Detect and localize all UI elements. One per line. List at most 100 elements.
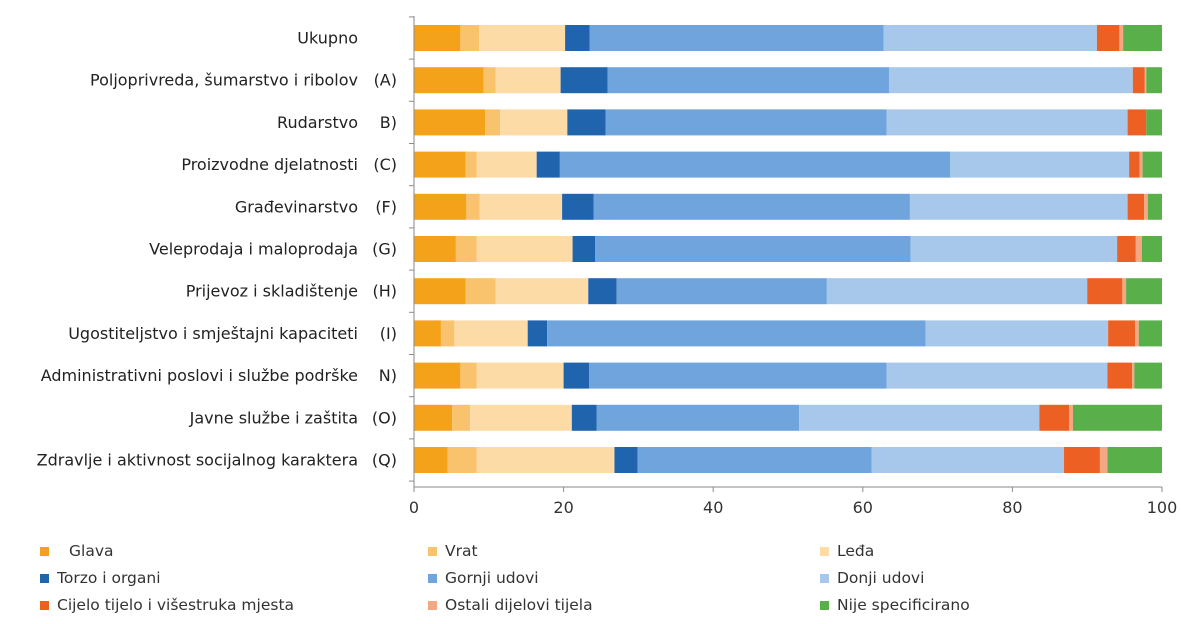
legend-swatch-icon xyxy=(40,573,49,583)
bar-segment-5-row-1 xyxy=(888,67,1133,94)
category-label: Ugostiteljstvo i smještajni kapaciteti xyxy=(68,324,358,343)
legend: Glava Vrat Leđa Torzo i organi Gornji udovi D… xyxy=(0,538,1181,624)
bar-segment-0-row-9 xyxy=(414,404,453,431)
bar-segment-1-row-1 xyxy=(483,67,496,94)
bar-segment-6-row-1 xyxy=(1132,67,1145,94)
bar-segment-6-row-3 xyxy=(1129,151,1140,178)
bar-segment-8-row-4 xyxy=(1147,193,1162,220)
bar-segment-6-row-8 xyxy=(1107,362,1133,389)
category-label: Javne službe i zaštita xyxy=(189,408,358,427)
bar-segment-8-row-6 xyxy=(1126,278,1162,305)
bar-segment-5-row-8 xyxy=(886,362,1108,389)
x-tick-label: 20 xyxy=(553,498,573,517)
bar-segment-0-row-5 xyxy=(414,236,456,262)
bar-segment-8-row-0 xyxy=(1123,25,1162,51)
bar-segment-4-row-8 xyxy=(589,362,887,389)
bar-segment-5-row-10 xyxy=(871,447,1065,473)
bar-segment-1-row-4 xyxy=(466,193,480,220)
legend-label: Leđa xyxy=(837,542,875,560)
bar-segment-3-row-6 xyxy=(588,278,617,305)
bar-segment-3-row-1 xyxy=(560,67,608,94)
category-code: B) xyxy=(380,113,397,132)
bar-segment-6-row-9 xyxy=(1039,404,1070,431)
bar-segment-3-row-9 xyxy=(571,404,597,431)
bar-segment-8-row-9 xyxy=(1072,404,1162,431)
legend-label: Donji udovi xyxy=(837,569,925,587)
bar-segment-4-row-5 xyxy=(595,236,911,262)
bar-segment-0-row-4 xyxy=(414,193,467,220)
bar-segment-1-row-10 xyxy=(447,447,477,473)
bar-segment-0-row-1 xyxy=(414,67,484,94)
bar-segment-5-row-0 xyxy=(883,25,1097,51)
x-tick-label: 100 xyxy=(1147,498,1178,517)
legend-item: Nije specificirano xyxy=(820,596,970,614)
bars-group xyxy=(414,25,1162,473)
bar-segment-4-row-1 xyxy=(607,67,889,94)
legend-item: Vrat xyxy=(428,542,478,560)
bar-segment-6-row-2 xyxy=(1127,109,1147,136)
bar-segment-3-row-2 xyxy=(567,109,606,136)
bar-segment-6-row-7 xyxy=(1108,320,1136,347)
bar-segment-4-row-7 xyxy=(547,320,926,347)
x-tick-label: 40 xyxy=(703,498,723,517)
bar-segment-7-row-7 xyxy=(1135,320,1139,347)
bar-segment-5-row-9 xyxy=(799,404,1040,431)
bar-segment-5-row-7 xyxy=(925,320,1109,347)
bar-segment-4-row-0 xyxy=(589,25,884,51)
bar-segment-2-row-8 xyxy=(476,362,564,389)
bar-segment-2-row-0 xyxy=(479,25,566,51)
bar-segment-3-row-4 xyxy=(562,193,594,220)
bar-segment-5-row-4 xyxy=(909,193,1128,220)
legend-swatch-icon xyxy=(40,546,49,556)
bar-segment-2-row-1 xyxy=(495,67,561,94)
legend-swatch-icon xyxy=(428,573,437,583)
bar-segment-3-row-5 xyxy=(572,236,596,262)
category-code: (O) xyxy=(372,408,397,427)
bar-segment-3-row-8 xyxy=(563,362,590,389)
bar-segment-4-row-9 xyxy=(596,404,800,431)
bar-segment-8-row-3 xyxy=(1142,151,1162,178)
category-label: Zdravlje i aktivnost socijalnog karakter… xyxy=(37,451,358,470)
bar-segment-6-row-4 xyxy=(1127,193,1145,220)
category-label: Ukupno xyxy=(297,29,358,48)
bar-segment-1-row-9 xyxy=(452,404,471,431)
bar-segment-7-row-5 xyxy=(1135,236,1142,262)
bar-segment-1-row-2 xyxy=(485,109,501,136)
bar-segment-1-row-6 xyxy=(465,278,496,305)
category-label: Rudarstvo xyxy=(277,113,358,132)
bar-segment-2-row-9 xyxy=(470,404,572,431)
bar-segment-2-row-2 xyxy=(500,109,568,136)
bar-segment-2-row-4 xyxy=(479,193,563,220)
category-code: (A) xyxy=(374,71,397,90)
bar-segment-2-row-10 xyxy=(476,447,615,473)
legend-label: Gornji udovi xyxy=(445,569,539,587)
x-tick-label: 60 xyxy=(853,498,873,517)
category-label: Poljoprivreda, šumarstvo i ribolov xyxy=(90,71,358,90)
bar-segment-3-row-3 xyxy=(536,151,560,178)
bar-segment-7-row-1 xyxy=(1144,67,1147,94)
bar-segment-1-row-7 xyxy=(440,320,455,347)
bar-segment-3-row-7 xyxy=(527,320,548,347)
legend-item: Torzo i organi xyxy=(40,569,161,587)
bar-segment-3-row-0 xyxy=(565,25,590,51)
bar-segment-7-row-4 xyxy=(1144,193,1148,220)
category-label: Proizvodne djelatnosti xyxy=(181,155,358,174)
category-label: Administrativni poslovi i službe podrške xyxy=(41,366,358,385)
bar-segment-5-row-3 xyxy=(950,151,1130,178)
bar-segment-4-row-6 xyxy=(616,278,827,305)
category-code: (I) xyxy=(380,324,397,343)
legend-item: Glava xyxy=(40,542,114,560)
category-label: Prijevoz i skladištenje xyxy=(186,282,358,301)
bar-segment-6-row-0 xyxy=(1096,25,1120,51)
bar-segment-1-row-0 xyxy=(460,25,480,51)
bar-segment-1-row-3 xyxy=(465,151,477,178)
bar-segment-8-row-7 xyxy=(1138,320,1162,347)
bar-segment-7-row-3 xyxy=(1139,151,1143,178)
category-code: N) xyxy=(379,366,397,385)
legend-label: Cijelo tijelo i višestruka mjesta xyxy=(57,596,295,614)
bar-segment-7-row-9 xyxy=(1069,404,1073,431)
legend-swatch-icon xyxy=(428,600,437,610)
bar-segment-8-row-10 xyxy=(1107,447,1162,473)
legend-label: Nije specificirano xyxy=(837,596,970,614)
legend-swatch-icon xyxy=(820,600,829,610)
